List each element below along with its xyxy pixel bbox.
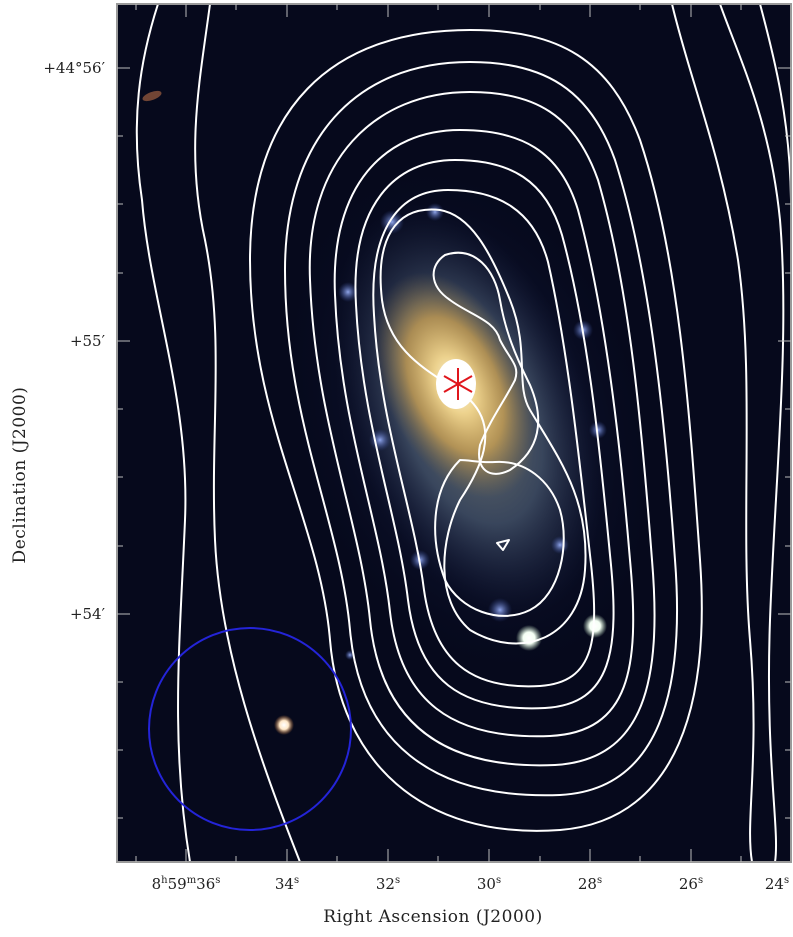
x-tick-label: 34s [274,875,300,893]
tick-marks [117,4,791,862]
foreground-star [516,625,542,651]
x-tick-label: 8h59m36s [151,875,221,893]
x-tick-label: 30s [476,875,502,893]
y-tick-label: +44°56′ [43,59,105,77]
background-galaxy [142,90,162,102]
foreground-star [583,614,607,638]
y-axis-title: Declination (J2000) [10,386,30,564]
x-tick-label: 32s [375,875,401,893]
radio-contours [135,4,791,862]
x-tick-label: 24s [764,875,790,893]
x-tick-label: 26s [678,875,704,893]
foreground-star [274,715,294,735]
y-tick-label: +54′ [69,605,105,623]
plot-frame [116,3,792,863]
x-axis-title: Right Ascension (J2000) [323,907,543,927]
nucleus-marker-icon [443,368,473,400]
x-tick-label: 28s [577,875,603,893]
beam-circle [148,627,352,831]
y-tick-label: +55′ [69,332,105,350]
